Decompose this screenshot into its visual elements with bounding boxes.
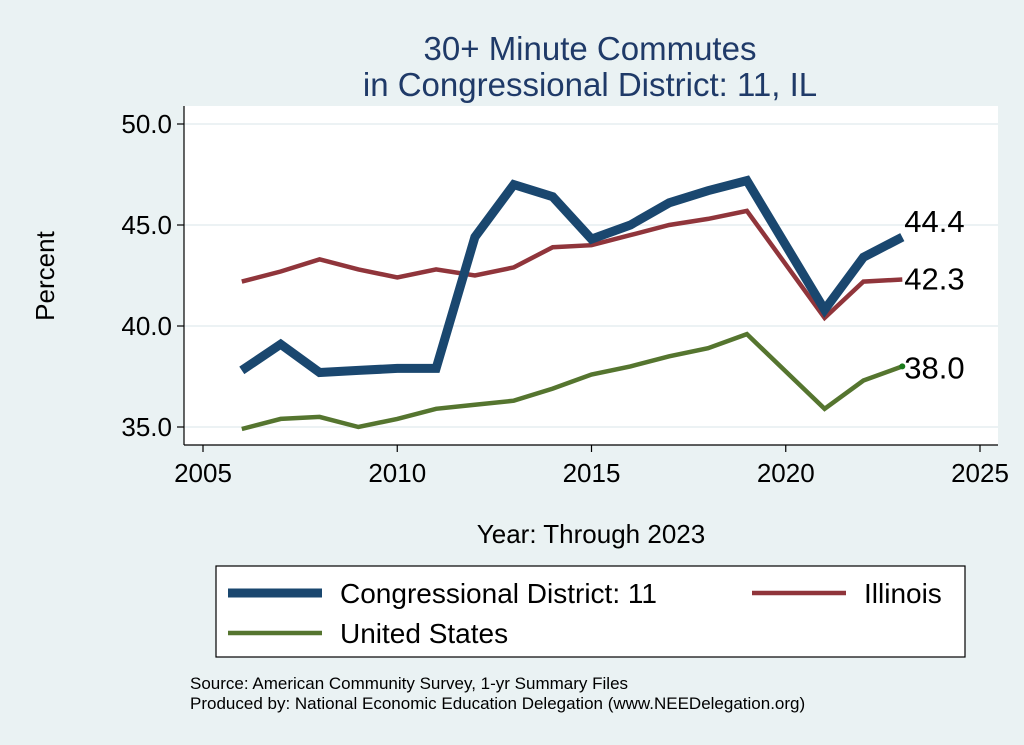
x-tick-label: 2025 (951, 458, 1009, 488)
source-note: Source: American Community Survey, 1-yr … (190, 674, 628, 693)
chart-title-line-2: in Congressional District: 11, IL (363, 66, 817, 103)
chart-title-line-1: 30+ Minute Commutes (424, 30, 757, 67)
x-tick-label: 2015 (563, 458, 621, 488)
end-labels: 44.4 42.3 38.0 (899, 204, 965, 385)
series-end-label: 42.3 (904, 262, 964, 297)
x-axis-title: Year: Through 2023 (477, 519, 705, 549)
y-tick-label: 40.0 (121, 311, 172, 341)
legend-box (215, 565, 966, 658)
series-lines (239, 175, 905, 432)
series-end-label: 38.0 (904, 350, 964, 385)
gridlines (184, 123, 998, 428)
legend: Congressional District: 11 Illinois United… (215, 565, 966, 658)
series-line (241, 331, 904, 432)
series-line (241, 208, 903, 322)
x-tick-label: 2010 (368, 458, 426, 488)
legend-label: Congressional District: 11 (340, 578, 657, 609)
x-tick-label: 2020 (757, 458, 815, 488)
series-line (239, 175, 905, 378)
y-axis-title: Percent (30, 230, 60, 320)
series-end-label: 44.4 (904, 204, 964, 239)
producer-note: Produced by: National Economic Education… (190, 694, 805, 713)
plot-area (184, 106, 998, 445)
y-tick-label: 45.0 (121, 210, 172, 240)
x-tick-label: 2005 (174, 458, 232, 488)
legend-label: United States (340, 618, 508, 649)
y-tick-label: 50.0 (121, 109, 172, 139)
legend-label: Illinois (864, 578, 942, 609)
axes: 35.0 40.0 45.0 50.0 2005 2010 2015 2020 2025 (121, 106, 1009, 488)
series-end-point (899, 363, 906, 370)
y-tick-label: 35.0 (121, 412, 172, 442)
